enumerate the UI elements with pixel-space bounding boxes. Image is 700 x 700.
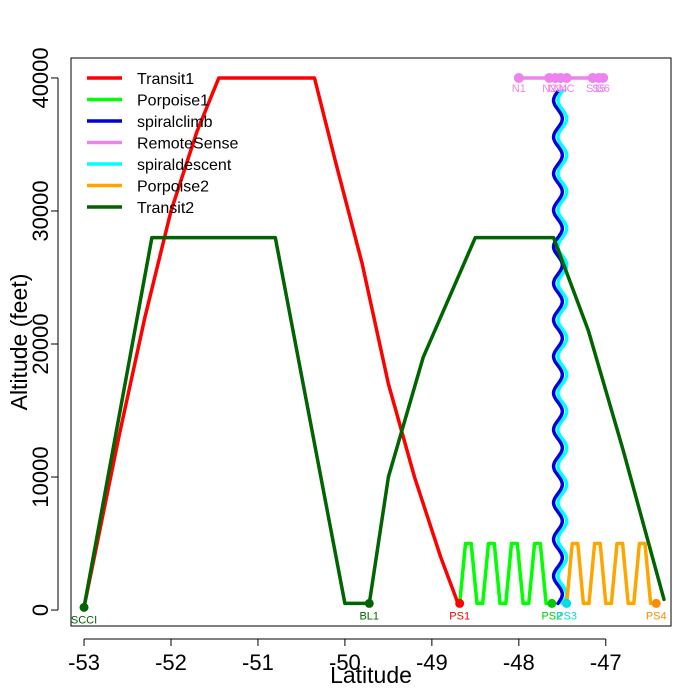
x-tick-label: -50 <box>329 650 361 675</box>
x-tick-label: -48 <box>503 650 535 675</box>
remote-sense-marker-label: N2 <box>542 83 556 95</box>
waypoint-marker <box>562 598 572 608</box>
legend: Transit1 Porpoise1 spiralclimb RemoteSense s… <box>87 71 238 217</box>
legend-label: spiraldescent <box>137 157 232 174</box>
series-transit2-line <box>82 235 666 610</box>
legend-label: Porpoise2 <box>137 179 209 196</box>
y-axis: 0 10000 20000 30000 40000 <box>28 47 59 616</box>
series-porpoise1-line <box>457 541 554 606</box>
legend-label: RemoteSense <box>137 136 238 153</box>
remote-sense-marker-label: N1 <box>512 83 526 95</box>
legend-label: Porpoise1 <box>137 93 209 110</box>
series-spiralclimb-line <box>551 89 565 606</box>
x-tick-label: -52 <box>155 650 187 675</box>
waypoint-label: PS3 <box>556 610 577 622</box>
series-transit1-line <box>82 76 460 610</box>
waypoint-label: PS2 <box>541 610 562 622</box>
legend-label: Transit1 <box>137 71 194 88</box>
remote-sense-marker <box>513 72 524 83</box>
series-layer <box>82 76 666 610</box>
x-tick-label: -53 <box>68 650 100 675</box>
waypoint-label: PS1 <box>449 610 470 622</box>
waypoint-label: PS4 <box>646 610 667 622</box>
legend-label: Transit2 <box>137 200 194 217</box>
series-porpoise2-line <box>564 541 658 606</box>
waypoint-marker <box>79 602 89 612</box>
remote-sense-marker-label: S6 <box>596 83 609 95</box>
x-tick-label: -49 <box>416 650 448 675</box>
remote-sense-marker-label: N3 <box>548 83 562 95</box>
waypoint-label: BL1 <box>359 610 379 622</box>
y-tick-label: 40000 <box>28 47 53 108</box>
y-tick-label: 20000 <box>28 313 53 374</box>
legend-label: spiralclimb <box>137 114 213 131</box>
y-axis-title: Altitude (feet) <box>6 274 32 411</box>
waypoint-marker <box>651 598 661 608</box>
remote-sense-marker <box>598 72 609 83</box>
remote-sense-marker <box>561 72 572 83</box>
waypoint-label: SCCI <box>71 614 97 626</box>
waypoint-marker <box>547 598 557 608</box>
remote-sense-marker-label: S5 <box>592 83 605 95</box>
y-tick-label: 0 <box>28 604 53 616</box>
x-axis-title: Latitude <box>330 662 412 688</box>
x-axis: -53 -52 -51 -50 -49 -48 -47 <box>68 638 622 675</box>
remote-sense-marker-label: N4 <box>554 83 568 95</box>
waypoint-marker <box>364 598 374 608</box>
plot-frame <box>70 57 672 627</box>
remote-sense-marker-label: NC <box>559 83 575 95</box>
remote-sense-marker-label: S1 <box>586 83 599 95</box>
y-tick-label: 10000 <box>28 446 53 507</box>
waypoint-marker <box>455 598 465 608</box>
series-spiraldescent-line <box>556 89 569 606</box>
x-tick-label: -47 <box>590 650 622 675</box>
y-tick-label: 30000 <box>28 180 53 241</box>
x-tick-label: -51 <box>242 650 274 675</box>
